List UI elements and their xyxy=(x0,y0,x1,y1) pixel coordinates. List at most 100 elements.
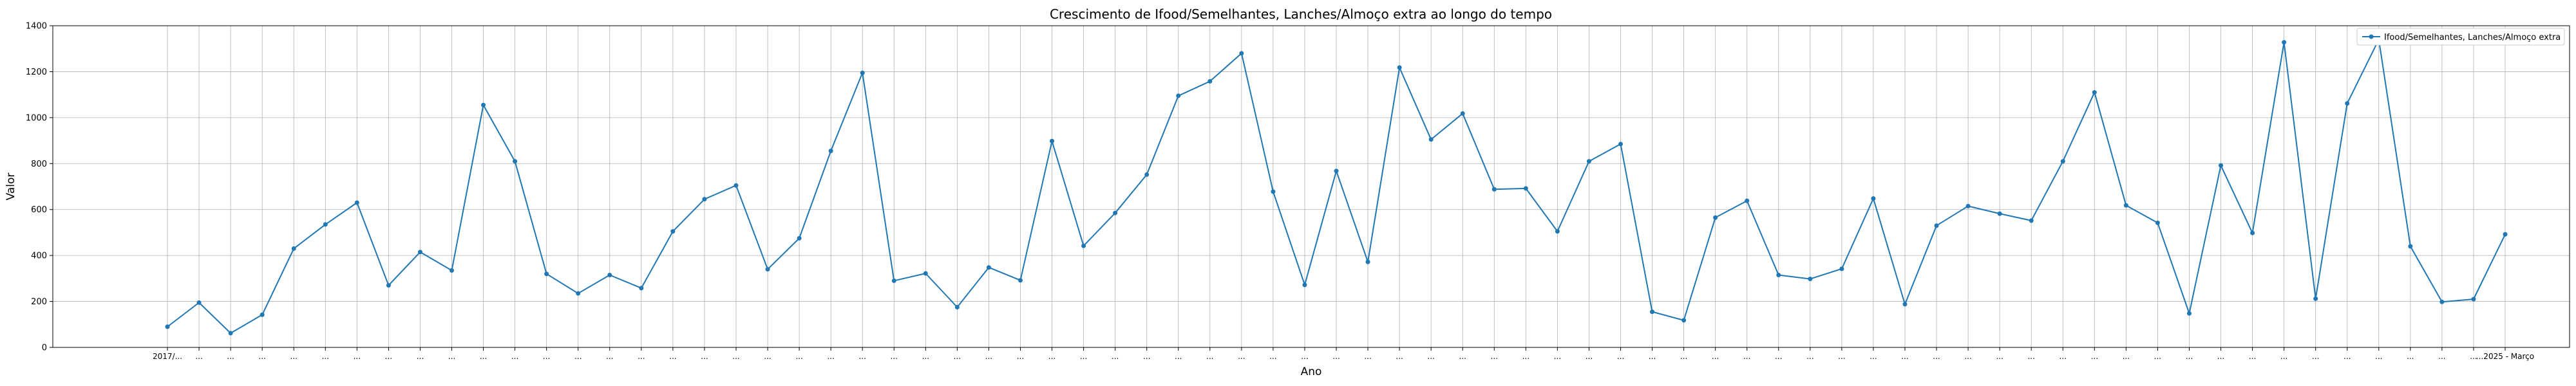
x-tick-label: ... xyxy=(827,352,834,361)
x-tick-label: ... xyxy=(322,352,329,361)
data-point xyxy=(1776,273,1781,277)
data-point xyxy=(1934,223,1939,228)
data-point xyxy=(2471,297,2476,302)
data-point xyxy=(2029,218,2034,223)
x-tick-label: ... xyxy=(354,352,361,361)
data-point xyxy=(891,278,896,283)
x-tick-label: ... xyxy=(669,352,676,361)
x-tick-label: ... xyxy=(1364,352,1371,361)
data-point xyxy=(417,250,422,255)
x-tick-label: ... xyxy=(195,352,202,361)
x-tick-label: ... xyxy=(574,352,582,361)
data-point xyxy=(765,267,770,272)
data-point xyxy=(954,305,960,309)
chart-title: Crescimento de Ifood/Semelhantes, Lanche… xyxy=(1050,6,1552,22)
data-point xyxy=(1839,266,1844,271)
data-point xyxy=(2219,163,2224,168)
x-tick-label: ... xyxy=(543,352,550,361)
data-point xyxy=(734,183,739,188)
x-tick-label: ... xyxy=(2312,352,2319,361)
x-tick-label: ... xyxy=(1080,352,1087,361)
x-tick-label: ... xyxy=(795,352,802,361)
data-point xyxy=(860,70,865,75)
x-tick-label: ... xyxy=(448,352,455,361)
data-point xyxy=(2060,159,2065,164)
x-tick-label: ... xyxy=(2091,352,2098,361)
data-point xyxy=(1302,282,1307,288)
y-tick-label: 200 xyxy=(31,297,47,307)
data-point xyxy=(1965,203,1971,208)
data-point xyxy=(1523,186,1528,191)
data-point xyxy=(702,197,707,202)
data-point xyxy=(828,149,833,154)
x-axis-label: Ano xyxy=(1301,365,1322,378)
data-point xyxy=(1239,51,1244,56)
data-point xyxy=(607,273,612,277)
x-tick-label: ... xyxy=(1206,352,1213,361)
data-point xyxy=(1902,302,1908,307)
data-point xyxy=(670,229,676,234)
data-point xyxy=(797,235,802,241)
x-tick-label: ... xyxy=(511,352,518,361)
x-tick-label: ... xyxy=(1775,352,1782,361)
x-tick-label: ... xyxy=(1617,352,1624,361)
x-tick-label: ... xyxy=(1838,352,1845,361)
data-point xyxy=(1018,278,1023,283)
data-point xyxy=(1460,111,1465,116)
data-point xyxy=(165,324,170,329)
data-point xyxy=(1745,198,1750,203)
data-point xyxy=(1271,189,1276,194)
x-tick-label: ... xyxy=(2375,352,2382,361)
x-tick-label: ... xyxy=(1048,352,1056,361)
data-point xyxy=(1428,137,1434,142)
x-tick-label: 2017/... xyxy=(153,352,182,361)
x-tick-label: ... xyxy=(1680,352,1687,361)
x-tick-label: ... xyxy=(1143,352,1150,361)
data-point xyxy=(1113,210,1118,216)
x-tick-label: ... xyxy=(2060,352,2067,361)
x-tick-label: ...2025 - Março xyxy=(2476,352,2534,361)
legend-box xyxy=(2356,28,2565,46)
data-point xyxy=(2250,230,2255,235)
x-tick-label: ... xyxy=(417,352,424,361)
data-point xyxy=(513,159,518,164)
data-point xyxy=(1586,159,1591,164)
data-point xyxy=(576,291,581,296)
y-tick-label: 400 xyxy=(31,252,47,261)
data-point xyxy=(228,331,233,336)
x-tick-label: ... xyxy=(1712,352,1719,361)
data-point xyxy=(2123,203,2128,208)
x-tick-label: ... xyxy=(2438,352,2445,361)
y-tick-label: 600 xyxy=(31,205,47,215)
data-point xyxy=(1081,243,1086,248)
x-tick-label: ... xyxy=(1964,352,1971,361)
x-axis: 2017/...................................… xyxy=(153,347,2534,361)
x-tick-label: ... xyxy=(2407,352,2414,361)
x-tick-label: ... xyxy=(1332,352,1340,361)
y-axis: 0 200 400 600 800 1000 1200 1400 xyxy=(26,22,53,353)
data-point xyxy=(2503,232,2508,237)
data-point xyxy=(354,200,359,205)
data-point xyxy=(986,265,991,270)
x-tick-label: ... xyxy=(1112,352,1119,361)
x-tick-label: ... xyxy=(1017,352,1024,361)
x-tick-label: ... xyxy=(1396,352,1403,361)
x-tick-label: ... xyxy=(1238,352,1245,361)
x-tick-label: ... xyxy=(290,352,297,361)
y-axis-label: Valor xyxy=(5,173,17,201)
data-point xyxy=(2313,296,2318,301)
x-tick-label: ... xyxy=(985,352,992,361)
x-tick-label: ... xyxy=(701,352,708,361)
x-tick-label: ... xyxy=(1522,352,1530,361)
data-point xyxy=(449,268,454,273)
y-tick-label: 800 xyxy=(31,160,47,169)
x-tick-label: ... xyxy=(227,352,234,361)
x-tick-label: ... xyxy=(1870,352,1877,361)
data-point xyxy=(323,222,328,227)
x-tick-label: ... xyxy=(2186,352,2193,361)
x-tick-label: ... xyxy=(1301,352,1308,361)
y-tick-label: 1200 xyxy=(26,68,47,77)
x-tick-label: ... xyxy=(1554,352,1561,361)
x-tick-label: ... xyxy=(764,352,771,361)
